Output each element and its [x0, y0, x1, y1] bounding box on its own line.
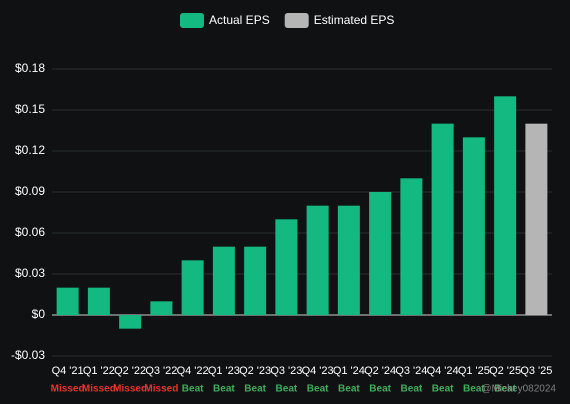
y-tick-label: $0.03 [15, 266, 45, 280]
x-tick-label: Q4 '22 [177, 365, 209, 377]
bar [525, 123, 548, 316]
bar [275, 219, 298, 315]
bar [369, 192, 392, 315]
y-tick-label: $0.09 [15, 184, 45, 198]
x-tick-label: Q4 '24 [427, 365, 459, 377]
x-tick-label: Q2 '25 [489, 365, 521, 377]
bar [87, 287, 110, 315]
status-label: Missed [51, 384, 85, 395]
y-tick-label: $0 [32, 307, 46, 321]
bar [56, 287, 79, 315]
x-tick-label: Q2 '24 [364, 365, 396, 377]
legend-swatch [180, 13, 204, 28]
status-label: Beat [463, 384, 485, 395]
legend-label: Actual EPS [209, 13, 270, 27]
status-label: Missed [144, 384, 178, 395]
status-label: Beat [369, 384, 391, 395]
watermark: @Mickey082024 [481, 384, 556, 395]
bar [400, 178, 423, 315]
y-tick-label: $0.12 [15, 143, 45, 157]
bar [244, 246, 267, 315]
y-tick-label: $0.15 [15, 102, 45, 116]
status-label: Beat [213, 384, 235, 395]
x-tick-label: Q2 '23 [239, 365, 271, 377]
x-tick-label: Q1 '25 [458, 365, 490, 377]
status-label: Beat [338, 384, 360, 395]
status-label: Beat [307, 384, 329, 395]
x-tick-label: Q3 '23 [270, 365, 302, 377]
bar [150, 301, 173, 315]
x-tick-label: Q3 '22 [145, 365, 177, 377]
x-tick-label: Q1 '23 [208, 365, 240, 377]
status-label: Beat [244, 384, 266, 395]
bar [462, 137, 485, 315]
status-label: Beat [432, 384, 454, 395]
x-tick-label: Q1 '22 [83, 365, 115, 377]
legend-swatch [284, 13, 309, 28]
x-tick-label: Q4 '23 [302, 365, 334, 377]
x-tick-label: Q3 '25 [520, 365, 552, 377]
status-label: Missed [113, 384, 147, 395]
y-tick-label: $0.18 [15, 61, 45, 75]
y-tick-label: -$0.03 [11, 348, 45, 362]
status-label: Beat [494, 384, 516, 395]
bar [212, 246, 235, 315]
y-tick-label: $0.06 [15, 225, 45, 239]
bar [337, 205, 360, 315]
bar [494, 96, 517, 315]
bar [431, 123, 454, 316]
x-tick-label: Q2 '22 [114, 365, 146, 377]
status-label: Missed [82, 384, 116, 395]
bar [119, 315, 142, 329]
x-tick-label: Q3 '24 [395, 365, 427, 377]
status-label: Beat [401, 384, 423, 395]
status-label: Beat [182, 384, 204, 395]
bar [181, 260, 204, 315]
status-label: Beat [276, 384, 298, 395]
x-tick-label: Q1 '24 [333, 365, 365, 377]
legend-label: Estimated EPS [314, 13, 395, 27]
x-tick-label: Q4 '21 [52, 365, 84, 377]
bar [306, 205, 329, 315]
